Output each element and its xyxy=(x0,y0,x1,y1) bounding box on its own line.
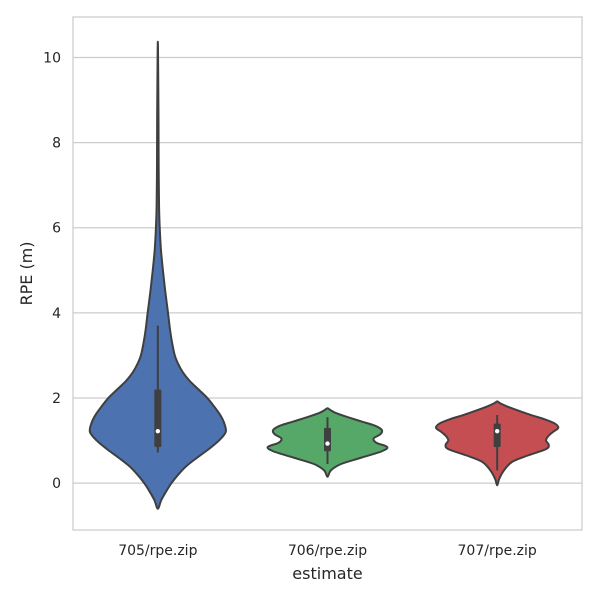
median-dot xyxy=(325,441,330,446)
violin-group xyxy=(435,400,560,487)
violin-group xyxy=(88,40,227,510)
y-tick-label: 4 xyxy=(52,306,61,322)
iqr-box xyxy=(493,423,501,447)
y-tick-labels: 0 2 4 6 8 10 xyxy=(43,50,61,492)
iqr-box xyxy=(324,427,331,452)
violin-group xyxy=(266,407,389,478)
x-tick-label: 705/rpe.zip xyxy=(118,543,197,559)
median-dot xyxy=(494,429,500,434)
x-tick-labels: 705/rpe.zip 706/rpe.zip 707/rpe.zip xyxy=(118,543,537,559)
x-tick-label: 706/rpe.zip xyxy=(288,543,367,559)
median-dot xyxy=(155,429,161,434)
y-tick-label: 8 xyxy=(52,136,61,152)
violin-body xyxy=(88,40,227,510)
iqr-box xyxy=(154,389,162,447)
x-axis-label: estimate xyxy=(292,564,362,583)
y-axis-label: RPE (m) xyxy=(17,241,36,305)
plot-frame xyxy=(72,16,583,531)
violins xyxy=(88,40,560,510)
y-tick-label: 0 xyxy=(52,476,61,492)
x-tick-label: 707/rpe.zip xyxy=(458,543,537,559)
y-tick-label: 10 xyxy=(43,50,61,66)
y-tick-label: 2 xyxy=(52,391,61,407)
y-tick-label: 6 xyxy=(52,221,61,237)
